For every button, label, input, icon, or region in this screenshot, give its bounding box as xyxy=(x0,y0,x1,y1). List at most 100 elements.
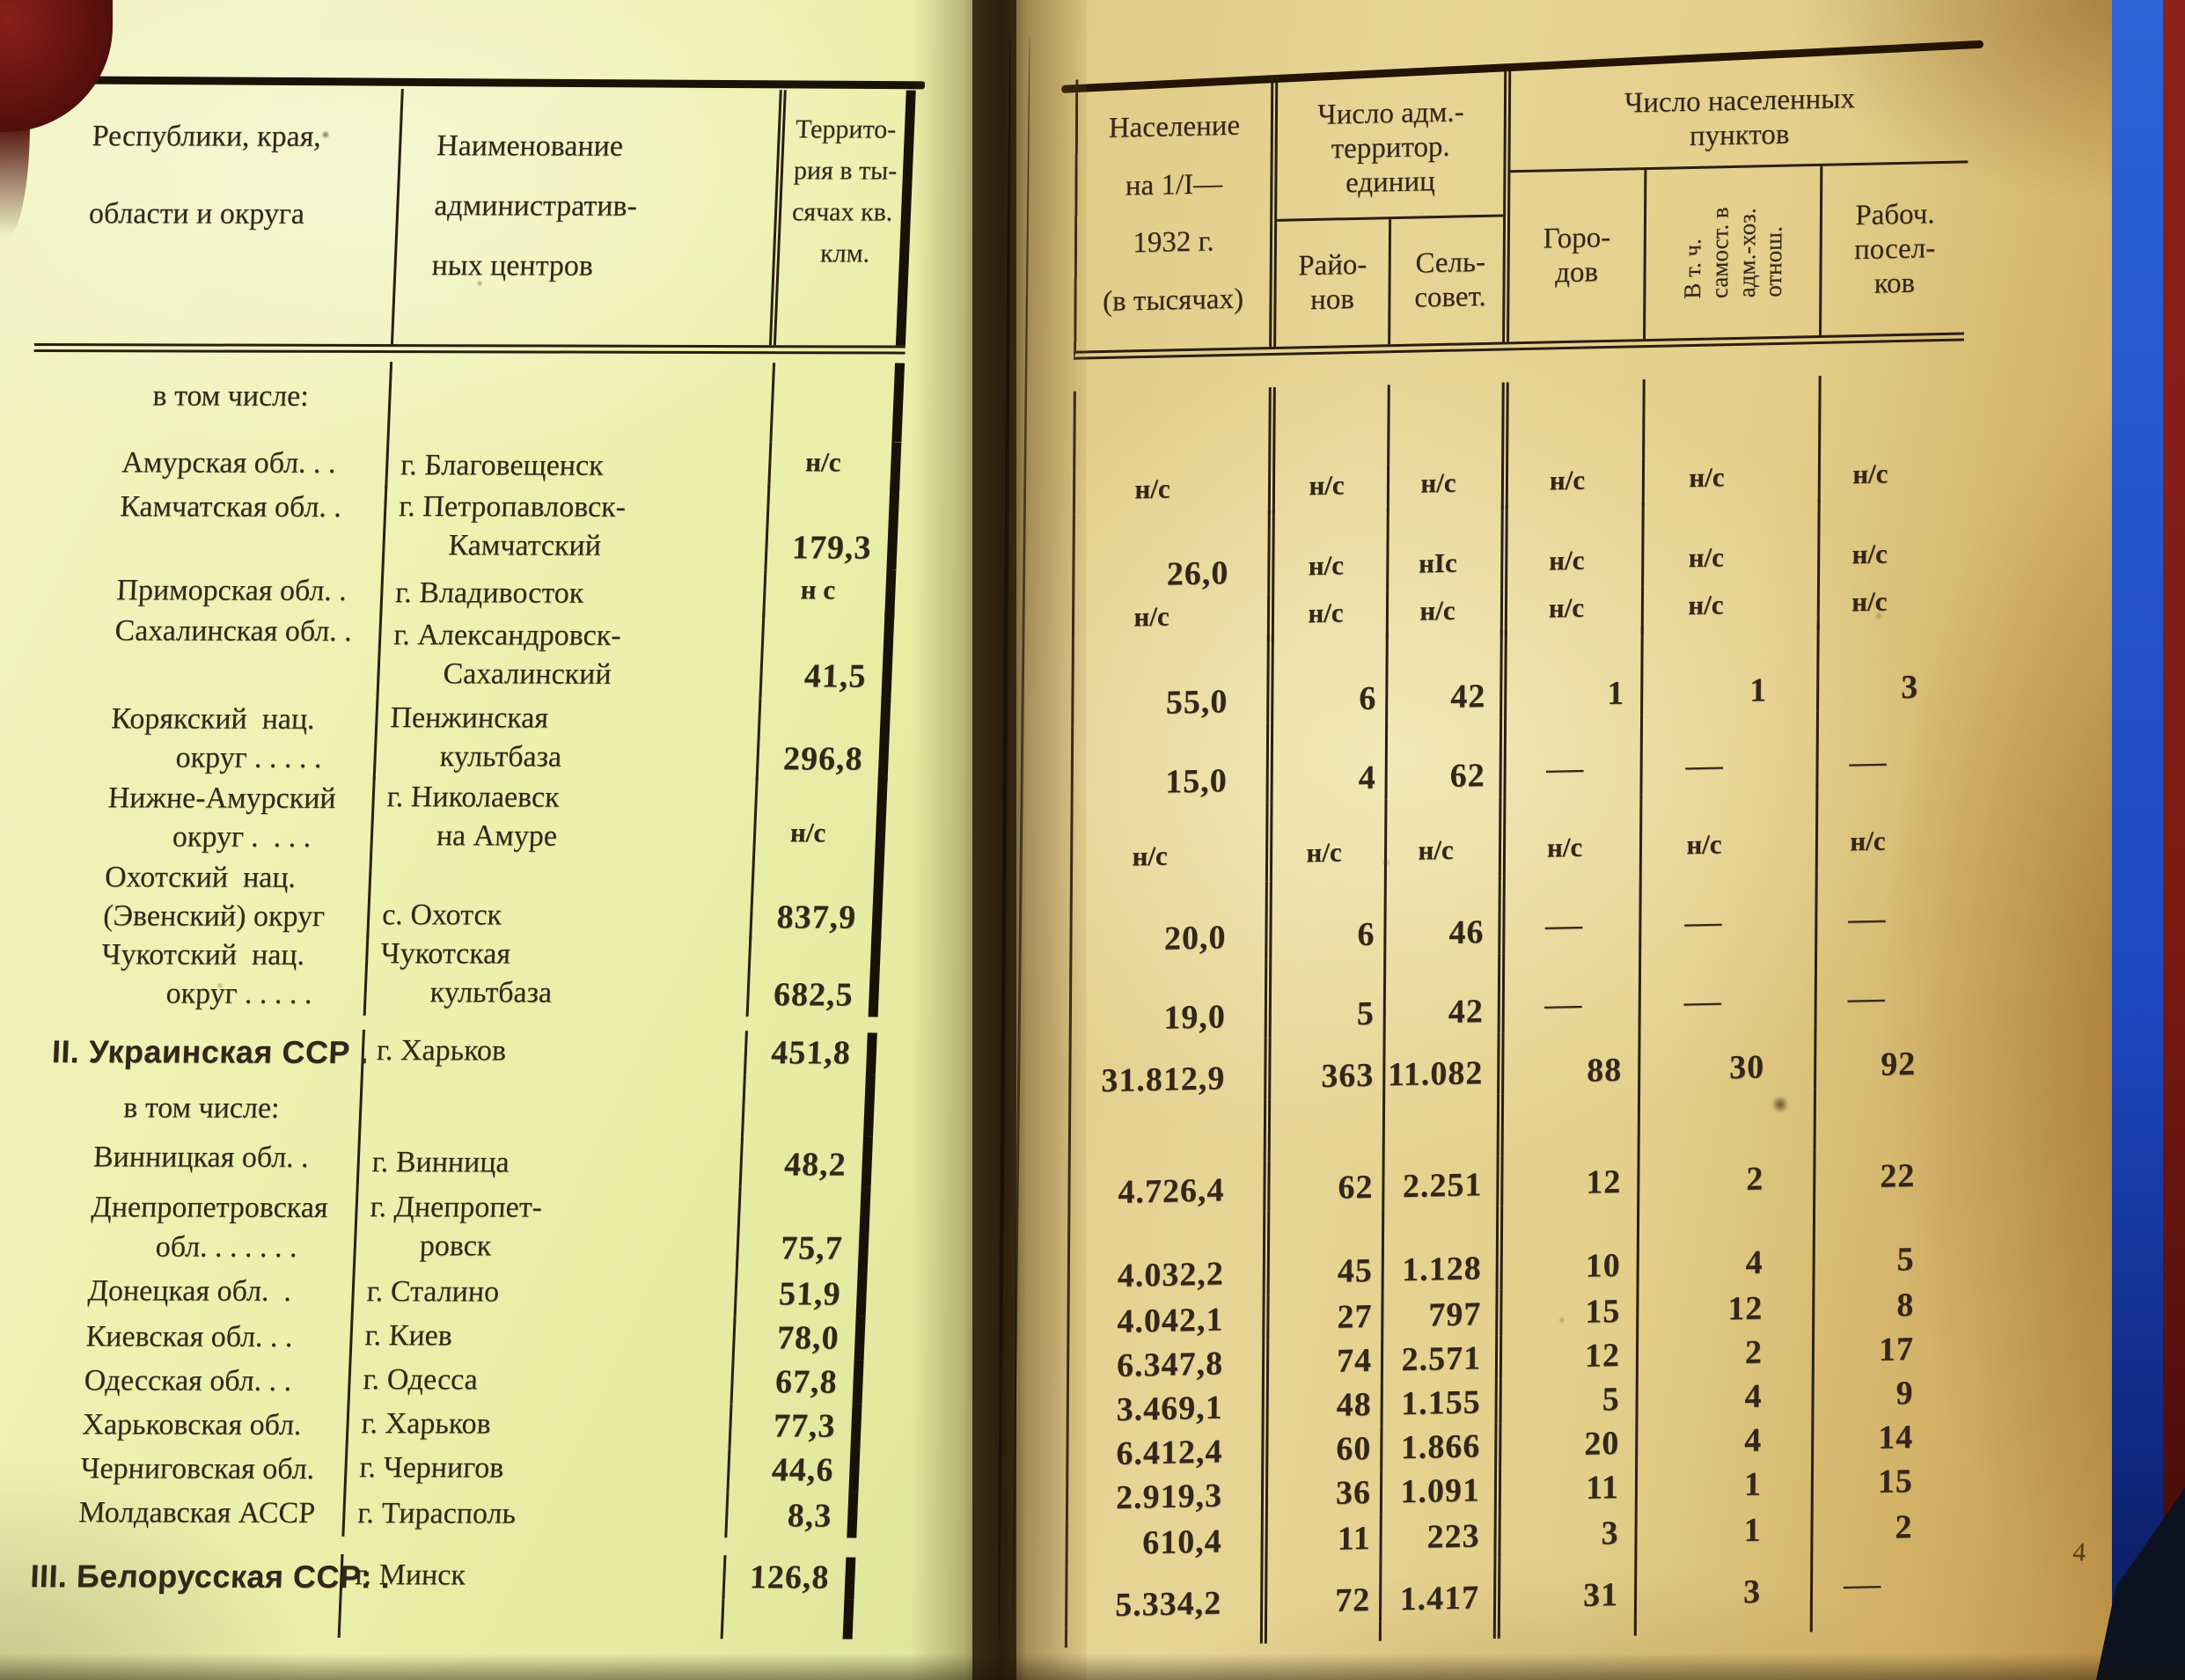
territory-cell: 75,7 xyxy=(737,1186,871,1271)
settlements-subheaders: Горо- дов В т. ч. самост. в адм.-хоз. от… xyxy=(1509,163,1968,342)
region-name-line: округ . . . . xyxy=(172,820,312,854)
self-adm-cell: н/с xyxy=(1641,790,1819,874)
settlements-title: Число населенных пунктов xyxy=(1510,61,1969,173)
region-name-cell: Черниговская обл. xyxy=(0,1445,348,1492)
worker-settlements-cell xyxy=(1816,1085,1961,1149)
admin-centers-column-header: Наименование административ- ных центров xyxy=(392,89,787,346)
raions-cell: н/с xyxy=(1272,799,1388,882)
population-cell: 26,0 xyxy=(1074,510,1275,598)
region-name-cell: Донецкая обл. . xyxy=(0,1267,356,1316)
region-name-cell: Нижне-Амурский округ . . . . xyxy=(12,774,376,860)
selsoviets-cell: 2.571 xyxy=(1382,1335,1503,1383)
worker-settlements-cell: н/с xyxy=(1851,538,1888,570)
cities-cell: 10 xyxy=(1502,1203,1640,1290)
admin-center-line: Чукотская xyxy=(379,937,511,971)
header-line: ков xyxy=(1873,267,1916,300)
region-name-line: Черниговская обл. xyxy=(79,1452,316,1486)
header-line: совет. xyxy=(1414,280,1486,314)
header-line: Горо- xyxy=(1543,221,1611,255)
raions-cell: 4 xyxy=(1272,720,1389,803)
cities-cell: 5 xyxy=(1501,1376,1639,1424)
cities-cell: — xyxy=(1504,950,1642,1033)
population-cell: 20,0 xyxy=(1072,881,1272,963)
worker-settlements-cell: 17 xyxy=(1878,1330,1915,1368)
raions-column-header: Райо- нов xyxy=(1276,219,1392,347)
cities-cell: 11 xyxy=(1500,1464,1639,1512)
worker-settlements-cell: 2 xyxy=(1895,1508,1913,1546)
admin-center-line: с. Охотск xyxy=(381,899,502,932)
worker-settlements-cell: — xyxy=(1847,977,1886,1019)
cities-cell: н/с xyxy=(1507,503,1645,590)
adm-units-title: Число адм.- территор. единиц xyxy=(1277,70,1505,222)
admin-center-cell: г. Харьков xyxy=(348,1403,733,1449)
self-adm-cell: 12 xyxy=(1639,1283,1815,1333)
header-line: клм. xyxy=(819,238,870,268)
region-name-cell: в том числе: xyxy=(30,360,393,442)
admin-center-line: г. Петропавловск- xyxy=(398,490,627,524)
selsoviets-cell: 42 xyxy=(1385,953,1506,1036)
table-row: Харьковская обл. г. Харьков 77,3 xyxy=(0,1401,862,1449)
header-line: Число населенных xyxy=(1624,82,1856,120)
territory-cell: 44,6 xyxy=(729,1448,861,1493)
self-adm-cell: 30 xyxy=(1640,1026,1817,1092)
admin-center-cell: г. Харьков xyxy=(363,1030,748,1075)
self-adm-cell: 2 xyxy=(1639,1149,1816,1204)
table-row: Донецкая обл. . г. Сталино 51,9 xyxy=(0,1267,868,1317)
worker-settlements-cell: 3 xyxy=(1901,668,1919,707)
admin-center-cell: г. Одесса xyxy=(349,1359,735,1405)
region-name-line: Нижне-Амурский xyxy=(107,781,337,815)
region-name-cell: Харьковская обл. xyxy=(0,1401,350,1448)
cities-cell: 31 xyxy=(1499,1554,1638,1619)
left-table-header: Республики, края, области и округа Наиме… xyxy=(33,87,916,355)
table-row: Приморская обл. . г. Владивосток н с xyxy=(23,567,897,618)
regions-column-header: Республики, края, области и округа xyxy=(33,87,404,345)
worker-settlements-cell: 8 xyxy=(1896,1286,1915,1324)
admin-center-line: Пенжинская xyxy=(389,701,549,735)
selsoviets-cell: нIс xyxy=(1389,505,1508,592)
population-cell: 4.726,4 xyxy=(1070,1161,1271,1216)
raions-cell: 60 xyxy=(1268,1426,1383,1473)
cities-cell: — xyxy=(1505,873,1642,954)
selsoviets-cell: 797 xyxy=(1383,1289,1503,1339)
selsoviets-cell: н/с xyxy=(1386,796,1507,879)
admin-center-line: г. Харьков xyxy=(360,1407,492,1441)
header-line: пунктов xyxy=(1689,118,1790,152)
region-name-line: Охотский нац. xyxy=(104,861,297,894)
selsoviets-cell: 42 xyxy=(1388,629,1507,721)
table-row: Днепропетровская обл. . . . . . . г. Днепр… xyxy=(0,1184,871,1271)
right-table-body: н/с н/с н/с н/с н/с н/с 26,0 н/с нIс н/с н/с н/с н/с… xyxy=(1064,372,1964,1648)
header-line: административ- xyxy=(433,189,638,223)
selsoviets-cell: н/с xyxy=(1389,461,1509,512)
admin-center-line: на Амуре xyxy=(436,819,558,853)
admin-center-line: г. Минск xyxy=(354,1559,466,1592)
region-name-line: Днепропетровская xyxy=(90,1191,329,1224)
cities-cell: н/с xyxy=(1507,459,1646,510)
header-line: адм.-хоз. xyxy=(1732,208,1760,298)
region-name-line: обл. . . . . . . xyxy=(155,1230,298,1264)
self-adm-cell: — xyxy=(1640,947,1818,1031)
header-line: ных центров xyxy=(430,249,594,282)
cities-cell: н/с xyxy=(1505,794,1643,877)
admin-center-cell: Пенжинская культбаза xyxy=(375,697,762,781)
region-name-line: Корякский нац. xyxy=(110,702,316,736)
table-row: Сахалинская обл. . г. Александровск- Сахал… xyxy=(19,607,895,699)
admin-center-line: г. Харьков xyxy=(376,1034,507,1067)
worker-settlements-cell: 9 xyxy=(1895,1374,1914,1412)
population-column-header: Население на 1/I— 1932 г. (в тысячах) xyxy=(1076,75,1279,351)
header-line: территор. xyxy=(1331,130,1450,165)
region-name-line: Молдавская АССР xyxy=(77,1496,316,1530)
right-page: Население на 1/I— 1932 г. (в тысячах) Чи… xyxy=(1016,0,2116,1680)
self-adm-cell: — xyxy=(1641,869,1818,951)
region-name-cell: Молдавская АССР xyxy=(0,1489,347,1537)
admin-center-cell: г. Винница xyxy=(358,1135,744,1187)
raions-cell: 74 xyxy=(1268,1338,1384,1385)
region-name-cell: III. Белорусская ССР: . xyxy=(0,1552,391,1599)
admin-center-line: ровск xyxy=(419,1229,493,1263)
worker-settlements-cell: 14 xyxy=(1878,1419,1914,1456)
region-name-cell: Винницкая обл. . xyxy=(0,1133,362,1186)
selsoviets-cell: 11.082 xyxy=(1385,1032,1505,1097)
selsoviets-cell: 223 xyxy=(1382,1511,1501,1560)
self-adm-cell: 4 xyxy=(1638,1373,1815,1421)
region-name-line: округ . . . . . xyxy=(174,741,323,774)
table-row: Нижне-Амурский округ . . . . г. Николаевск… xyxy=(12,774,888,861)
